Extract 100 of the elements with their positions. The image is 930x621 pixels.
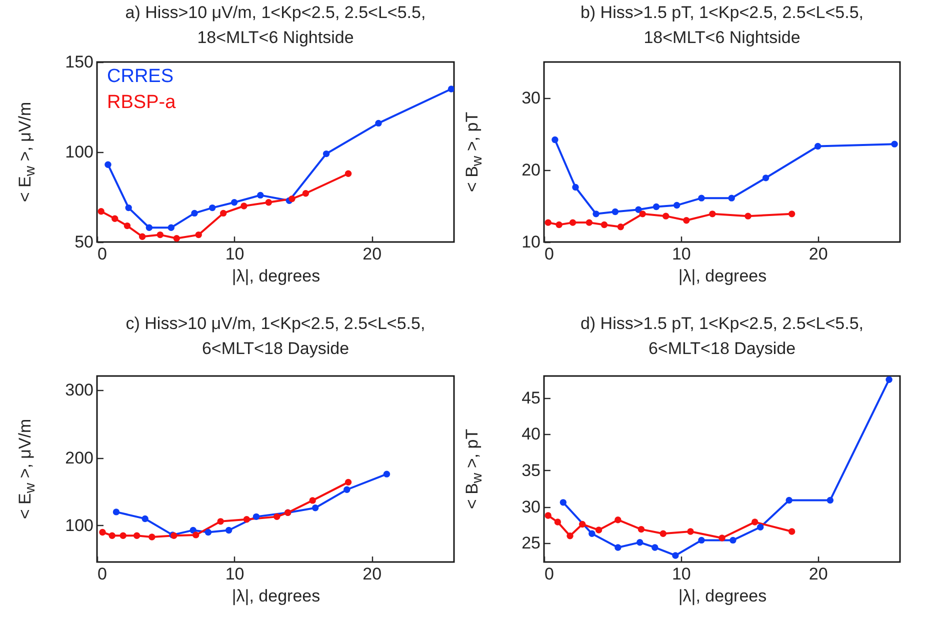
point <box>662 212 670 220</box>
point <box>240 202 248 210</box>
point <box>98 208 104 215</box>
point <box>635 206 642 213</box>
point <box>728 194 735 202</box>
point <box>592 210 600 218</box>
point <box>554 518 562 526</box>
point <box>220 210 227 217</box>
point <box>99 528 106 536</box>
chart-title: a) Hiss>10 μV/m, 1<Kp<2.5, 2.5<L<5.5, 18<MLT<6 Nightside <box>124 2 427 49</box>
point <box>173 235 180 242</box>
point <box>672 552 679 559</box>
point <box>274 513 280 520</box>
point <box>756 524 764 530</box>
point <box>612 208 619 216</box>
point <box>588 530 596 538</box>
point <box>698 536 705 544</box>
point <box>302 190 310 197</box>
point <box>687 528 694 535</box>
point <box>112 508 120 516</box>
y-tick-label: 30 <box>522 497 540 516</box>
point <box>225 526 232 534</box>
point <box>124 222 131 230</box>
x-axis-title: |λ|, degrees <box>678 586 767 606</box>
point <box>569 219 576 226</box>
point <box>709 210 716 218</box>
y-tick-label: 10 <box>522 232 540 252</box>
x-tick-label: 0 <box>544 244 554 264</box>
point <box>448 86 454 92</box>
point <box>752 518 758 526</box>
y-tick-label: 30 <box>522 88 540 108</box>
point <box>730 536 736 544</box>
x-tick-label: 0 <box>98 244 107 264</box>
point <box>698 194 705 202</box>
point <box>156 231 164 238</box>
point <box>344 478 352 486</box>
point <box>614 544 622 551</box>
x-axis-title: |λ|, degrees <box>678 266 767 286</box>
point <box>230 199 238 206</box>
point <box>108 532 116 539</box>
point <box>190 526 196 534</box>
point <box>257 192 264 199</box>
y-tick-label: 50 <box>74 232 94 252</box>
x-tick-label: 10 <box>225 244 244 264</box>
point <box>111 215 118 222</box>
point <box>786 496 792 504</box>
point <box>552 136 558 144</box>
y-tick-label: 20 <box>522 160 540 180</box>
point <box>142 515 148 522</box>
point <box>252 513 260 520</box>
x-tick-label: 20 <box>808 244 828 264</box>
point <box>566 532 574 540</box>
point <box>886 376 892 383</box>
point <box>572 184 579 191</box>
x-tick-label: 20 <box>362 564 382 584</box>
y-tick-label: 45 <box>522 388 540 408</box>
text: RBSP-a <box>107 92 176 113</box>
x-tick-label: 20 <box>362 244 382 264</box>
y-tick-label: 40 <box>522 424 540 444</box>
x-axis-title: |λ|, degrees <box>232 266 320 286</box>
point <box>309 497 316 504</box>
point <box>814 142 822 150</box>
point <box>638 526 645 533</box>
x-tick-label: 10 <box>672 564 691 584</box>
y-tick-label: 150 <box>65 52 94 72</box>
point <box>683 217 690 224</box>
point <box>560 499 567 506</box>
point <box>195 231 202 238</box>
point <box>636 539 644 546</box>
point <box>344 486 350 493</box>
point <box>243 516 250 523</box>
point <box>544 512 552 519</box>
point <box>617 224 624 230</box>
point <box>125 204 132 212</box>
point <box>826 496 834 504</box>
y-tick-label: 300 <box>65 380 94 400</box>
point <box>322 150 330 158</box>
point <box>595 526 602 534</box>
text: CRRES <box>107 66 174 87</box>
x-tick-label: 10 <box>672 244 691 264</box>
point <box>138 233 146 240</box>
y-tick-label: 100 <box>65 142 94 162</box>
x-tick-label: 10 <box>225 564 244 584</box>
chart-title: b) Hiss>1.5 pT, 1<Kp<2.5, 2.5<L<5.5, 18<MLT<6 Nightside <box>579 2 865 49</box>
x-tick-label: 20 <box>808 564 828 584</box>
point <box>133 532 140 539</box>
point <box>652 544 658 551</box>
point <box>639 210 646 218</box>
chart-title: d) Hiss>1.5 pT, 1<Kp<2.5, 2.5<L<5.5, 6<MLT<18 Dayside <box>579 313 865 360</box>
point <box>614 516 622 524</box>
y-tick-label: 200 <box>65 448 94 468</box>
chart-title: c) Hiss>10 μV/m, 1<Kp<2.5, 2.5<L<5.5, 6<MLT<18 Dayside <box>124 313 426 360</box>
x-tick-label: 0 <box>98 564 107 584</box>
point <box>891 140 898 148</box>
point <box>375 120 382 127</box>
point <box>146 224 153 231</box>
point <box>652 203 660 210</box>
point <box>265 199 272 206</box>
y-tick-label: 35 <box>522 460 540 480</box>
point <box>191 210 198 217</box>
